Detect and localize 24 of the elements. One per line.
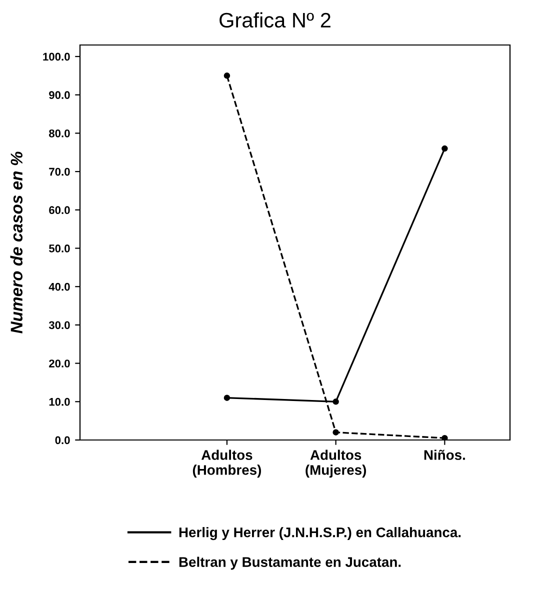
y-tick-label: 50.0 (48, 244, 70, 252)
y-tick-label: 40.0 (48, 282, 70, 291)
legend-label: Beltran y Bustamante en Jucatan. (179, 556, 401, 570)
y-tick-label: 0.0 (55, 436, 70, 444)
point (442, 145, 448, 152)
y-axis-title: Numero de casos en % (10, 152, 23, 334)
legend-label: Herlig y Herrer (J.N.H.S.P.) en Callahuanca. (179, 527, 461, 540)
y-tick-label: 10.0 (49, 398, 70, 406)
y-tick-label: 20.0 (49, 360, 70, 368)
y-tick-label: 70.0 (49, 168, 70, 176)
chart-title: Grafica Nº 2 (220, 12, 330, 28)
point (224, 394, 230, 401)
point (332, 429, 339, 436)
point (332, 398, 339, 405)
y-tick-label: 60.0 (49, 206, 70, 214)
y-tick-label: 80.0 (49, 129, 70, 138)
x-tick-label: Adultos (Hombres) (192, 450, 261, 478)
y-tick-label: 90.0 (49, 91, 70, 99)
point (442, 434, 448, 440)
y-tick-label: 100.0 (43, 52, 70, 61)
x-tick-label: Niños. (424, 450, 465, 460)
x-tick-label: Adultos (Mujeres) (306, 450, 366, 478)
point (224, 72, 230, 79)
y-tick-label: 30.0 (48, 321, 70, 330)
